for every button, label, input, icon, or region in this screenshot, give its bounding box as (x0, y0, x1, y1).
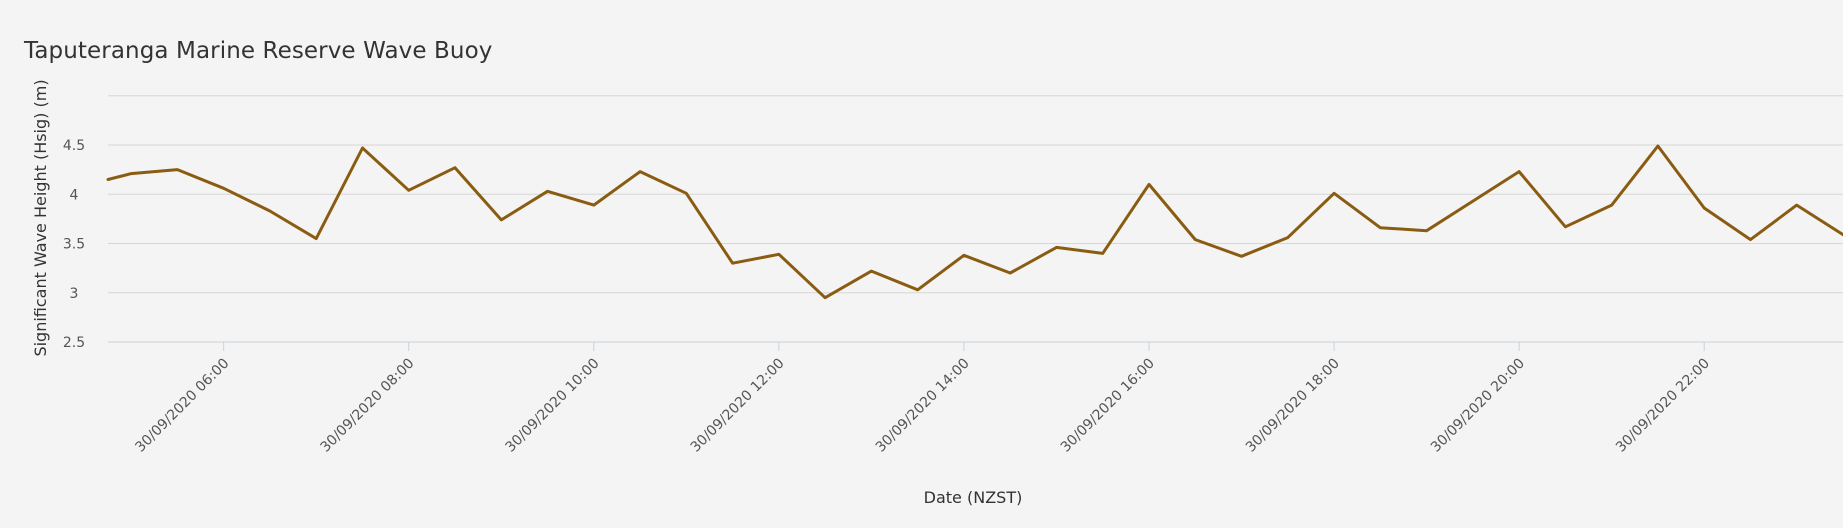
x-tick-label: 30/09/2020 08:00 (318, 356, 418, 456)
y-tick-label: 4 (70, 187, 79, 203)
x-tick-label: 30/09/2020 22:00 (1613, 356, 1713, 456)
series-layer (106, 144, 1843, 300)
x-axis-title: Date (NZST) (924, 488, 1023, 507)
x-tick-label: 30/09/2020 12:00 (688, 356, 788, 456)
gridlines (108, 95, 1843, 343)
x-tick-label: 30/09/2020 16:00 (1058, 356, 1158, 456)
y-tick-label: 2.5 (63, 335, 85, 351)
y-tick-label: 3.5 (63, 237, 85, 253)
x-tick-label: 30/09/2020 18:00 (1243, 356, 1343, 456)
y-tick-label: 4.5 (63, 138, 85, 154)
y-axis-ticks: 2.5 3 3.5 4 4.5 (63, 138, 85, 351)
x-tick-label: 30/09/2020 10:00 (503, 356, 603, 456)
y-tick-label: 3 (70, 286, 79, 302)
chart-title: Taputeranga Marine Reserve Wave Buoy (24, 38, 493, 64)
x-tick-label: 30/09/2020 06:00 (132, 356, 232, 456)
y-axis-title: Significant Wave Height (Hsig) (m) (31, 79, 50, 356)
series-line (106, 144, 1843, 300)
x-tick-label: 30/09/2020 20:00 (1428, 356, 1528, 456)
x-tick-label: 30/09/2020 14:00 (873, 356, 973, 456)
x-axis-ticks: 30/09/2020 06:00 30/09/2020 08:00 30/09/20… (132, 342, 1713, 456)
